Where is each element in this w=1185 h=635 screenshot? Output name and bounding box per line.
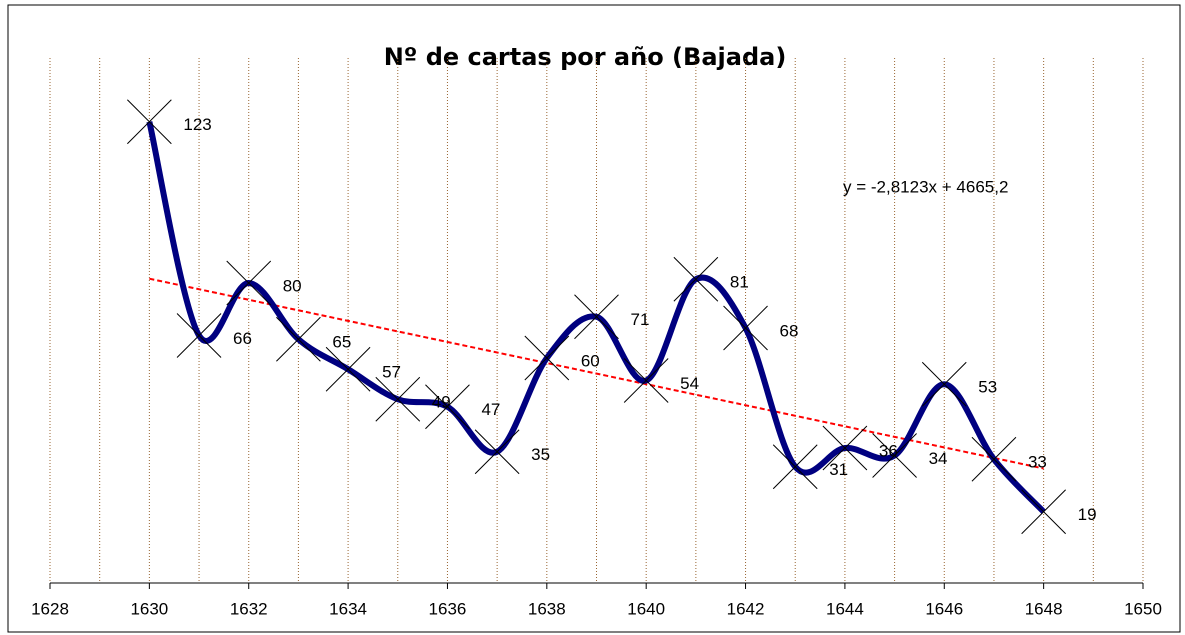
- data-label: 49: [432, 393, 451, 412]
- marker: [623, 358, 669, 403]
- data-label: 80: [283, 276, 302, 295]
- x-tick-label: 1646: [925, 599, 963, 618]
- marker: [772, 444, 818, 490]
- marker: [971, 436, 1017, 482]
- data-label: 34: [929, 449, 948, 468]
- marker: [375, 376, 421, 422]
- chart-frame: [7, 4, 1181, 633]
- marker: [872, 433, 917, 478]
- marker: [1021, 489, 1066, 535]
- marker: [276, 316, 321, 362]
- x-tick-label: 1632: [230, 599, 268, 618]
- x-tick-label: 1634: [329, 599, 367, 618]
- data-label: 66: [233, 329, 252, 348]
- data-label: 68: [780, 321, 799, 340]
- marker: [127, 99, 172, 145]
- x-tick-label: 1642: [727, 599, 765, 618]
- data-label: 71: [631, 310, 650, 329]
- marker: [474, 429, 520, 475]
- trendline: [149, 277, 1044, 470]
- marker: [822, 425, 868, 471]
- data-label: 36: [879, 441, 898, 460]
- marker: [425, 384, 470, 430]
- marker: [673, 256, 719, 302]
- x-tick-label: 1648: [1025, 599, 1063, 618]
- data-label: 47: [481, 400, 500, 419]
- x-tick-label: 1638: [528, 599, 566, 618]
- marker: [325, 346, 371, 392]
- data-label: 35: [531, 445, 550, 464]
- marker: [226, 260, 272, 306]
- x-tick-label: 1640: [627, 599, 665, 618]
- marker: [723, 305, 768, 351]
- marker: [574, 294, 619, 340]
- x-tick-label: 1650: [1124, 599, 1162, 618]
- data-label: 81: [730, 273, 749, 292]
- trendline-label: y = -2,8123x + 4665,2: [843, 177, 1008, 196]
- marker: [921, 361, 967, 407]
- data-label: 19: [1078, 505, 1097, 524]
- data-label: 53: [978, 378, 997, 397]
- x-tick-label: 1630: [130, 599, 168, 618]
- data-label: 57: [382, 363, 401, 382]
- x-tick-label: 1644: [826, 599, 864, 618]
- data-label: 123: [183, 115, 211, 134]
- x-tick-label: 1628: [31, 599, 69, 618]
- data-label: 31: [829, 460, 848, 479]
- marker: [524, 335, 570, 381]
- data-label: 60: [581, 351, 600, 370]
- chart-title: Nº de cartas por año (Bajada): [384, 43, 787, 71]
- data-label: 33: [1028, 453, 1047, 472]
- x-tick-label: 1636: [429, 599, 467, 618]
- data-label: 54: [680, 374, 699, 393]
- data-label: 65: [332, 333, 351, 352]
- marker: [176, 313, 222, 358]
